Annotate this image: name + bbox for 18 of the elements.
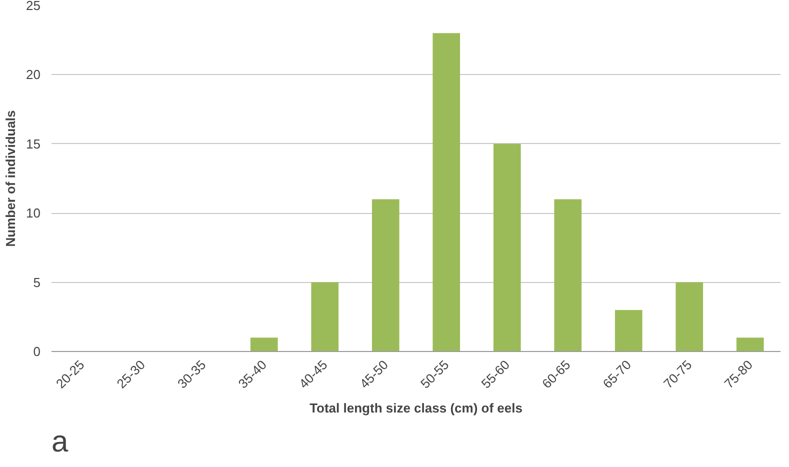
bar (493, 144, 521, 352)
y-axis-title: Number of individuals (3, 110, 18, 247)
bar (372, 199, 400, 352)
y-tick-label: 5 (33, 274, 41, 290)
bar (614, 310, 642, 352)
text: a (52, 426, 68, 458)
bar (311, 282, 339, 352)
y-tick-label: 25 (26, 0, 41, 13)
y-tick-label: 15 (26, 136, 41, 152)
y-tick-label: 10 (26, 206, 41, 221)
y-tick-label: 0 (33, 344, 41, 359)
x-axis-title: Total length size class (cm) of eels (310, 400, 522, 416)
bar (250, 338, 278, 352)
y-tick-label: 20 (26, 67, 41, 82)
bar (676, 282, 704, 352)
bar (554, 199, 582, 352)
bar (432, 33, 460, 352)
bar (736, 338, 764, 352)
